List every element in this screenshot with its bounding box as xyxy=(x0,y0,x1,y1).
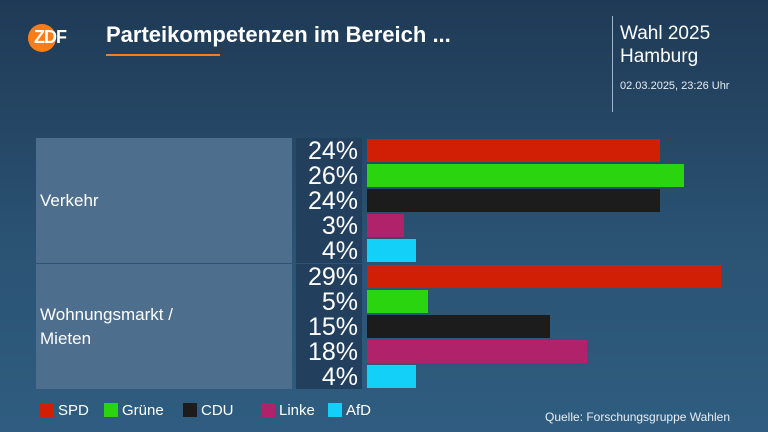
group-background xyxy=(36,264,292,389)
category-label: Wohnungsmarkt / Mieten xyxy=(40,304,173,348)
legend-swatch xyxy=(104,403,118,417)
legend-swatch xyxy=(328,403,342,417)
data-label: 26% xyxy=(307,162,358,190)
bar-afd xyxy=(367,239,416,262)
legend-item: Linke xyxy=(261,402,315,419)
election-title: Wahl 2025 xyxy=(620,23,711,44)
data-label: 29% xyxy=(307,263,358,291)
bar-afd xyxy=(367,365,416,388)
bar-spd xyxy=(367,265,721,288)
legend-item: AfD xyxy=(328,402,371,419)
legend-label: Linke xyxy=(279,402,315,419)
bar-cdu xyxy=(367,315,550,338)
percent-column xyxy=(296,138,362,263)
percent-column xyxy=(296,264,362,389)
bar-spd xyxy=(367,139,660,162)
page-title: Parteikompetenzen im Bereich ... xyxy=(106,22,451,47)
data-label: 4% xyxy=(321,363,358,391)
source-note: Quelle: Forschungsgruppe Wahlen xyxy=(545,410,730,424)
bar-cdu xyxy=(367,189,660,212)
category-label: Verkehr xyxy=(40,190,99,210)
data-label: 18% xyxy=(307,338,358,366)
data-label: 24% xyxy=(307,137,358,165)
bar-linke xyxy=(367,340,587,363)
zdf-logo-text: ZDF xyxy=(34,27,67,47)
bar-gruene xyxy=(367,164,684,187)
group-background xyxy=(36,138,292,263)
zdf-logo-circle xyxy=(28,24,56,52)
legend-label: SPD xyxy=(58,402,89,419)
legend-swatch xyxy=(40,403,54,417)
timestamp: 02.03.2025, 23:26 Uhr xyxy=(620,80,730,92)
legend-label: Grüne xyxy=(122,402,164,419)
election-label: Wahl 2025 Hamburg xyxy=(620,22,710,68)
data-label: 4% xyxy=(321,237,358,265)
legend-item: Grüne xyxy=(104,402,164,419)
legend-item: SPD xyxy=(40,402,89,419)
legend-swatch xyxy=(261,403,275,417)
legend-item: CDU xyxy=(183,402,234,419)
data-label: 5% xyxy=(321,288,358,316)
title-underline xyxy=(106,54,220,56)
data-label: 24% xyxy=(307,187,358,215)
legend-swatch xyxy=(183,403,197,417)
bar-linke xyxy=(367,214,404,237)
bar-gruene xyxy=(367,290,428,313)
legend-label: AfD xyxy=(346,402,372,419)
zdf-logo: ZDF xyxy=(28,24,82,52)
election-region: Hamburg xyxy=(620,46,699,67)
data-label: 15% xyxy=(307,313,358,341)
data-label: 3% xyxy=(321,212,358,240)
legend-label: CDU xyxy=(201,402,234,419)
header-divider xyxy=(612,16,613,112)
